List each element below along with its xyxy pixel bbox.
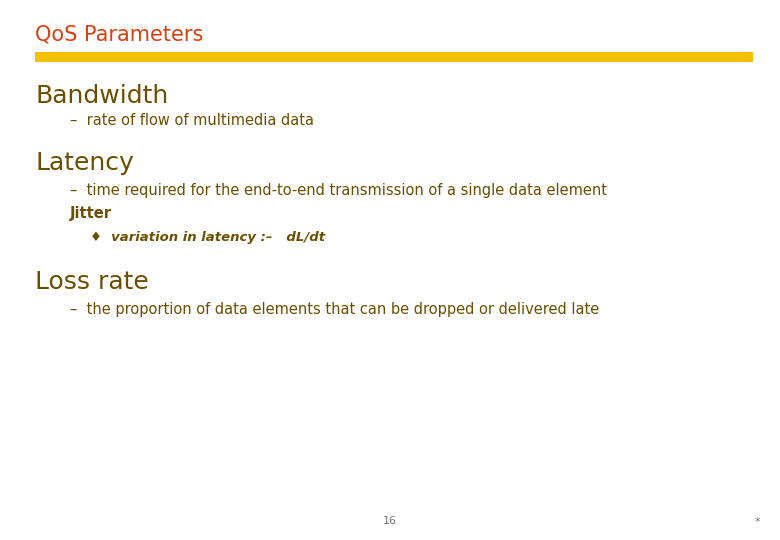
Text: –  time required for the end-to-end transmission of a single data element: – time required for the end-to-end trans…: [70, 183, 607, 198]
Bar: [35, 52, 753, 62]
Text: Bandwidth: Bandwidth: [35, 84, 168, 107]
Text: Jitter: Jitter: [70, 206, 112, 221]
Text: –  rate of flow of multimedia data: – rate of flow of multimedia data: [70, 113, 314, 129]
Text: QoS Parameters: QoS Parameters: [35, 24, 204, 44]
Text: –  the proportion of data elements that can be dropped or delivered late: – the proportion of data elements that c…: [70, 302, 600, 318]
Text: 16: 16: [383, 516, 397, 526]
Text: ♦  variation in latency :–   dL/dt: ♦ variation in latency :– dL/dt: [90, 231, 324, 244]
Text: Loss rate: Loss rate: [35, 270, 149, 294]
Text: Latency: Latency: [35, 151, 134, 175]
Text: *: *: [755, 516, 760, 526]
